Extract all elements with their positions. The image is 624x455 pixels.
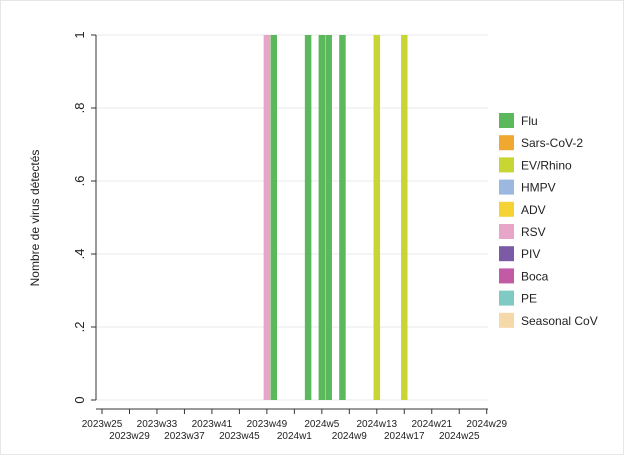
bar-flu bbox=[270, 35, 277, 400]
x-tick-label: 2024w25 bbox=[439, 431, 480, 442]
bar-flu bbox=[339, 35, 346, 400]
y-tick-label: .8 bbox=[72, 103, 87, 114]
x-tick-label: 2023w33 bbox=[137, 419, 178, 430]
bar-ev-rhino bbox=[401, 35, 408, 400]
y-tick-label: 0 bbox=[72, 396, 87, 403]
y-axis-title: Nombre de virus détectés bbox=[28, 150, 42, 287]
bar-flu bbox=[318, 35, 326, 400]
legend-swatch bbox=[499, 113, 514, 128]
legend-label: ADV bbox=[521, 203, 546, 217]
x-tick-label: 2023w25 bbox=[82, 419, 123, 430]
legend-label: Boca bbox=[521, 269, 549, 283]
legend-swatch bbox=[499, 224, 514, 239]
grid-layer bbox=[96, 34, 488, 401]
x-tick-label: 2023w41 bbox=[192, 419, 233, 430]
y-tick-layer: 0 .2 .4 .6 .8 1 bbox=[72, 31, 96, 404]
x-tick-label: 2024w1 bbox=[277, 431, 312, 442]
x-tick-label: 2024w29 bbox=[466, 419, 507, 430]
legend-swatch bbox=[499, 246, 514, 262]
x-tick-label: 2024w21 bbox=[411, 419, 452, 430]
legend-label: Seasonal CoV bbox=[521, 314, 598, 328]
legend-label: PIV bbox=[521, 247, 540, 261]
x-tick-label: 2024w17 bbox=[384, 431, 425, 442]
x-tick-label: 2023w45 bbox=[219, 431, 260, 442]
axis-layer bbox=[95, 35, 488, 410]
legend-swatch bbox=[499, 312, 514, 328]
legend-swatch bbox=[499, 157, 514, 173]
legend-label: RSV bbox=[521, 225, 546, 239]
legend-label: EV/Rhino bbox=[521, 158, 572, 172]
legend-label: PE bbox=[521, 292, 537, 306]
x-tick-label: 2023w49 bbox=[247, 419, 288, 430]
bar-layer bbox=[263, 35, 408, 400]
bar-flu bbox=[325, 35, 332, 400]
y-tick-label: .2 bbox=[72, 322, 87, 333]
legend-swatch bbox=[499, 268, 514, 284]
legend-label: Flu bbox=[521, 114, 538, 128]
x-tick-layer: 2023w252023w292023w332023w372023w412023w… bbox=[82, 409, 507, 442]
legend-swatch bbox=[499, 135, 514, 151]
bar-flu bbox=[304, 35, 312, 400]
bar-rsv bbox=[263, 35, 271, 400]
legend-swatch bbox=[499, 201, 514, 217]
x-tick-label: 2023w37 bbox=[164, 431, 205, 442]
legend-swatch bbox=[499, 290, 514, 306]
x-tick-label: 2024w9 bbox=[332, 431, 367, 442]
x-tick-label: 2024w13 bbox=[357, 419, 398, 430]
x-tick-label: 2023w29 bbox=[109, 431, 150, 442]
legend-label: Sars-CoV-2 bbox=[521, 136, 583, 150]
legend-label: HMPV bbox=[521, 181, 556, 195]
x-tick-label: 2024w5 bbox=[304, 419, 339, 430]
y-tick-label: 1 bbox=[72, 31, 87, 38]
bar-ev-rhino bbox=[373, 35, 381, 400]
y-tick-label: .6 bbox=[72, 176, 87, 187]
legend: Flu Sars-CoV-2 EV/Rhino HMPV ADV RSV PIV Boca PE… bbox=[499, 113, 598, 328]
legend-swatch bbox=[499, 179, 514, 195]
y-tick-label: .4 bbox=[72, 249, 87, 260]
